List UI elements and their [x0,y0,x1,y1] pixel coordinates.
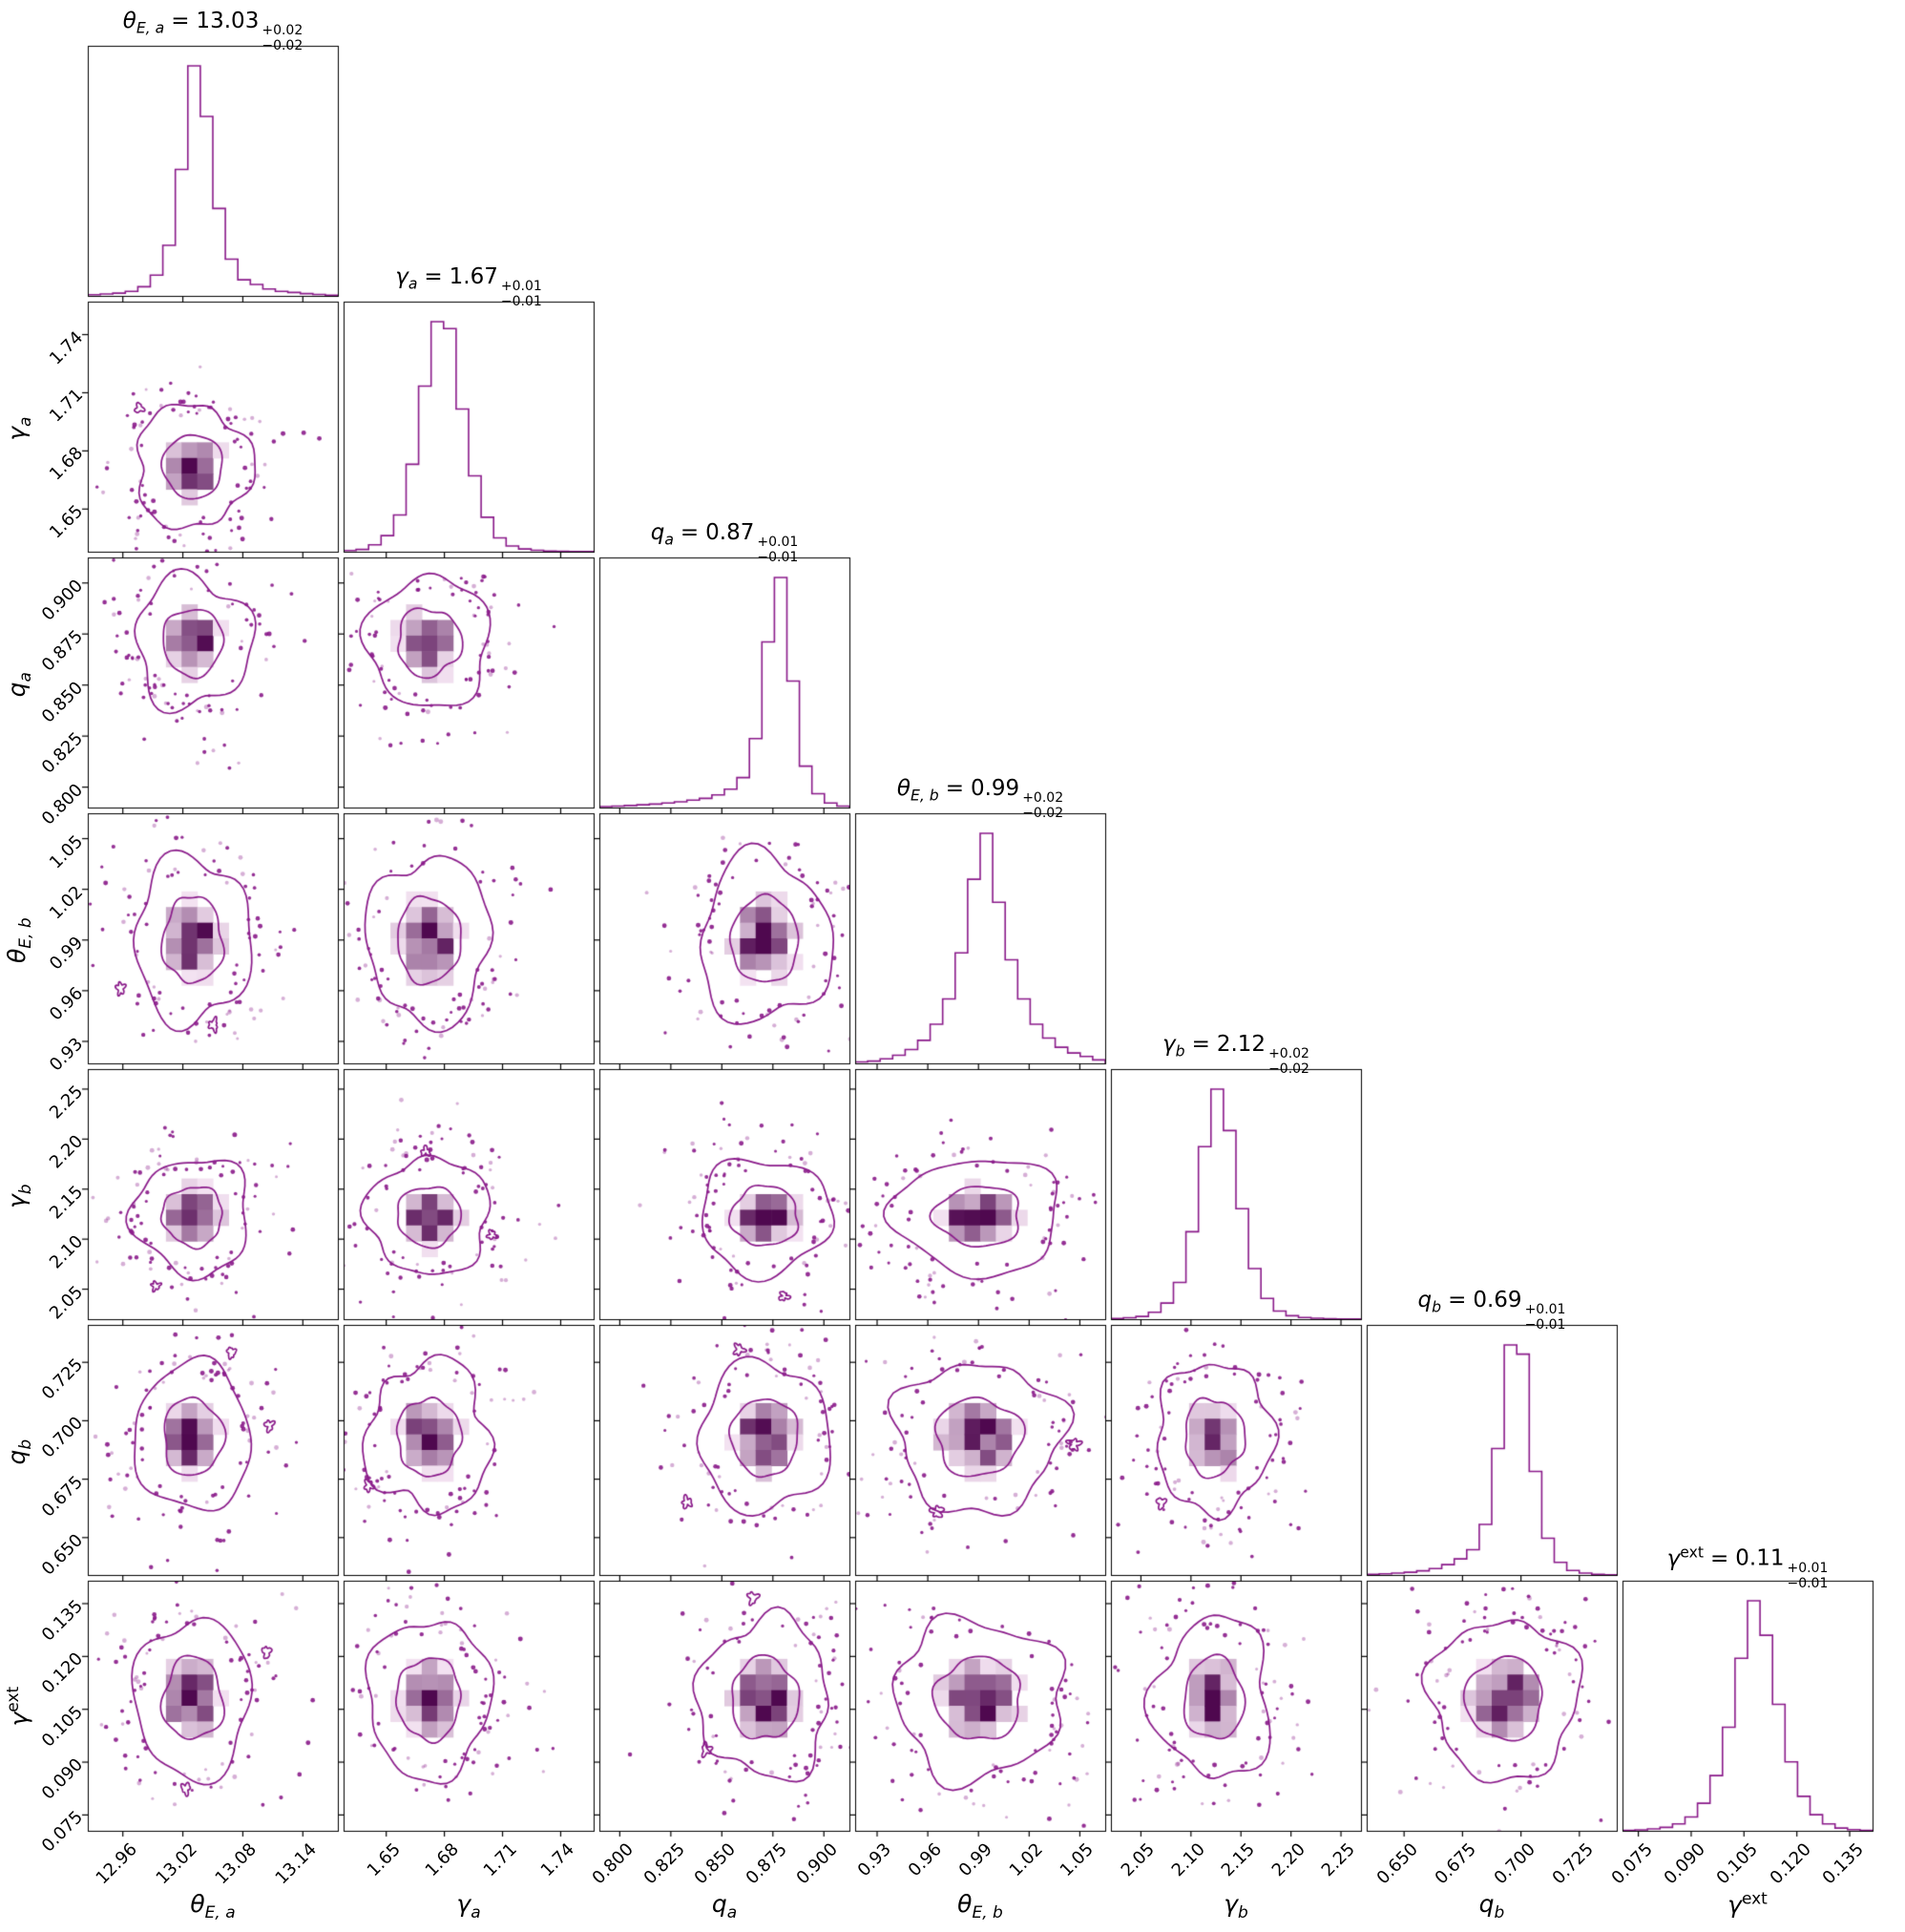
corner-plot-canvas [0,0,1905,1932]
corner-plot-figure: θE, a = 13.03 +0.02 −0.02 γa = 1.67 +0.01 −0.01 qa… [0,0,1905,1932]
